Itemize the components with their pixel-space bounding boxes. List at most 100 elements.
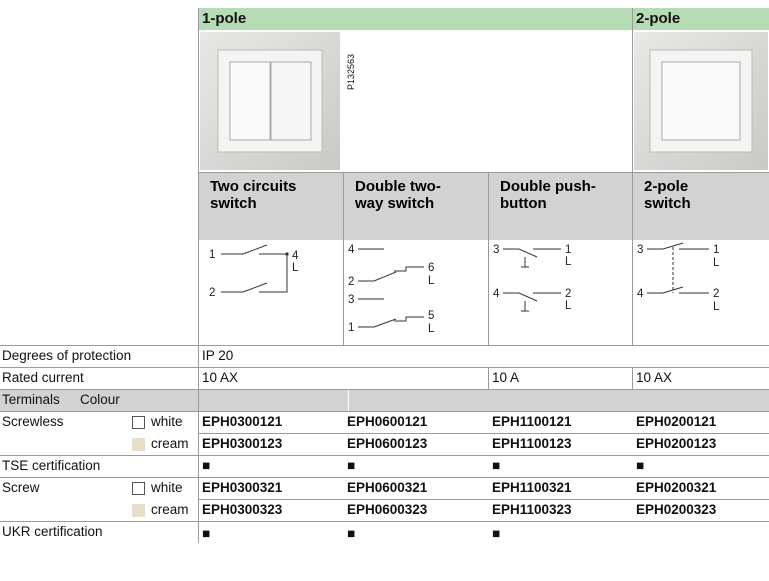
row-line: [198, 499, 769, 500]
certification-mark: ■: [202, 458, 211, 473]
product-code: EPH0300323: [202, 502, 283, 517]
cell-value: IP 20: [202, 348, 234, 363]
wiring-diagram: 1 4 L 2: [209, 244, 299, 299]
terminals-header-bg: [0, 389, 769, 411]
product-code: EPH0600121: [347, 414, 428, 429]
terminal-label: 2: [209, 287, 215, 299]
product-code: EPH0300321: [202, 480, 283, 495]
group-header-bg: [198, 8, 769, 30]
product-code: EPH0200323: [636, 502, 717, 517]
terminal-label: L: [565, 256, 572, 268]
product-name: 2-pole switch: [644, 178, 691, 212]
row-line: [0, 477, 769, 478]
colour-label: cream: [151, 436, 189, 451]
column-line: [632, 172, 633, 345]
terminal-label: 1: [565, 244, 571, 256]
terminal-label: 5: [428, 310, 434, 322]
terminal-label: 3: [348, 294, 354, 306]
row-line: [0, 521, 769, 522]
product-code: EPH1100121: [492, 414, 572, 429]
row-label: Screwless: [2, 414, 64, 429]
product-code: EPH1100321: [492, 480, 572, 495]
colour-swatch: [132, 482, 145, 495]
image-code: P132563: [346, 53, 356, 90]
terminal-label: 4: [348, 244, 355, 256]
certification-mark: ■: [492, 526, 501, 541]
terminal-label: 1: [713, 244, 719, 256]
row-label: Screw: [2, 480, 40, 495]
colour-swatch: [132, 504, 145, 517]
terminal-label: L: [565, 300, 572, 312]
terminal-label: 2: [713, 288, 719, 300]
row-line: [0, 389, 769, 390]
certification-mark: ■: [202, 526, 211, 541]
row-label: UKR certification: [2, 524, 103, 539]
certification-mark: ■: [347, 458, 356, 473]
product-code: EPH0300123: [202, 436, 283, 451]
column-line: [198, 8, 199, 543]
terminal-label: L: [713, 301, 720, 313]
row-label: Terminals: [2, 392, 60, 407]
product-code: EPH0200121: [636, 414, 717, 429]
column-line: [632, 8, 633, 172]
terminal-label: 4: [493, 288, 500, 300]
group-label: 1-pole: [202, 10, 247, 27]
product-code: EPH0600323: [347, 502, 428, 517]
column-line: [348, 389, 349, 411]
colour-swatch: [132, 438, 145, 451]
row-label: TSE certification: [2, 458, 101, 473]
cell-value: 10 AX: [202, 370, 239, 385]
terminal-label: 4: [292, 250, 299, 262]
product-header-bg: [198, 172, 769, 240]
terminal-label: 3: [493, 244, 499, 256]
cell-value: 10 A: [492, 370, 520, 385]
product-code: EPH1100323: [492, 502, 572, 517]
product-image: [200, 32, 340, 170]
product-code: EPH0300121: [202, 414, 283, 429]
row-label: Degrees of protection: [2, 348, 132, 363]
row-line: [198, 172, 769, 173]
certification-mark: ■: [492, 458, 501, 473]
terminal-label: 1: [209, 249, 215, 261]
colour-label: cream: [151, 502, 189, 517]
row-label: Colour: [80, 392, 120, 407]
wiring-diagram: 3 1 L 4 2 L: [637, 242, 720, 313]
terminal-label: 4: [637, 288, 644, 300]
wiring-diagram: 3 1 L 4 2 L: [493, 244, 572, 312]
product-code: EPH0600321: [347, 480, 428, 495]
row-line: [0, 411, 769, 412]
terminal-label: 3: [637, 244, 643, 256]
group-label: 2-pole: [636, 10, 681, 27]
certification-mark: ■: [636, 458, 645, 473]
product-name: Two circuits switch: [210, 178, 297, 212]
terminal-label: 1: [348, 322, 354, 334]
row-line: [0, 345, 769, 346]
terminal-label: 2: [348, 276, 354, 288]
cell-value: 10 AX: [636, 370, 673, 385]
product-code: EPH0600123: [347, 436, 428, 451]
terminal-label: L: [713, 257, 720, 269]
colour-swatch: [132, 416, 145, 429]
column-line: [488, 172, 489, 345]
terminal-label: L: [428, 323, 435, 335]
product-name: Double push-button: [500, 178, 596, 212]
terminal-label: 2: [565, 288, 571, 300]
column-line: [343, 172, 344, 345]
colour-label: white: [151, 414, 183, 429]
colour-label: white: [151, 480, 183, 495]
product-image: [634, 32, 768, 170]
row-line: [0, 455, 769, 456]
product-code: EPH0200321: [636, 480, 717, 495]
product-code: EPH0200123: [636, 436, 717, 451]
terminal-label: 6: [428, 262, 434, 274]
column-line: [632, 367, 633, 389]
product-name: Double two-way switch: [355, 178, 441, 212]
terminal-label: L: [292, 262, 299, 274]
certification-mark: ■: [347, 526, 356, 541]
row-label: Rated current: [2, 370, 84, 385]
product-code: EPH1100123: [492, 436, 572, 451]
row-line: [198, 433, 769, 434]
row-line: [0, 367, 769, 368]
wiring-diagram: 4 6 L 2 3 5 1 L: [348, 244, 435, 335]
